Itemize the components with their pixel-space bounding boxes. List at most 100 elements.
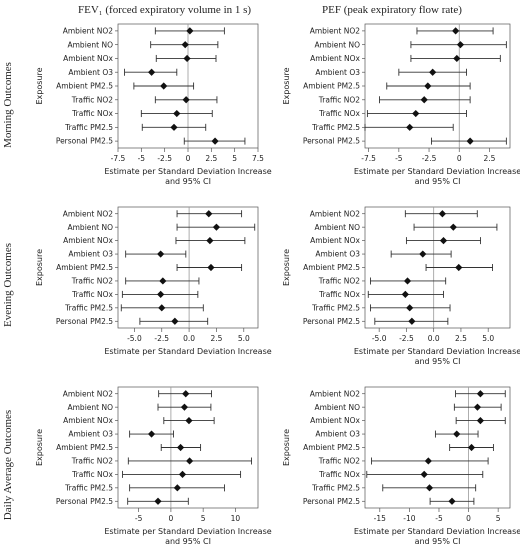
estimate-marker [438, 210, 447, 218]
estimate-marker [185, 417, 193, 425]
x-tick-label: 7.5 [252, 154, 264, 163]
x-tick-label: 5 [496, 514, 501, 523]
estimate-marker [455, 263, 463, 272]
category-label: Ambient NOx [310, 236, 360, 245]
estimate-marker [178, 470, 187, 478]
category-label: Ambient NO [315, 223, 361, 232]
x-tick-label: 0 [169, 514, 174, 523]
y-axis-label: Exposure [35, 429, 44, 466]
category-label: Ambient O3 [315, 430, 360, 439]
estimate-marker [403, 277, 412, 285]
category-label: Ambient PM2.5 [56, 263, 113, 272]
x-tick-label: -15 [374, 514, 386, 523]
x-tick-label: -5.0 [372, 334, 387, 343]
category-label: Traffic NO2 [71, 457, 113, 466]
row-title-daily: Daily Average Outcomes [2, 409, 14, 521]
estimate-marker [182, 390, 190, 398]
category-label: Ambient NO2 [310, 209, 360, 218]
category-label: Ambient NOx [63, 416, 113, 425]
estimate-marker [408, 317, 416, 325]
x-tick-label: 0.0 [183, 334, 195, 343]
estimate-marker [173, 109, 181, 118]
estimate-marker [147, 430, 156, 438]
category-label: Ambient NO [68, 223, 114, 232]
category-label: Ambient PM2.5 [56, 82, 113, 91]
x-tick-label: -2.5 [154, 334, 169, 343]
y-axis-label: Exposure [35, 67, 44, 104]
x-tick-label: -2.5 [422, 154, 437, 163]
estimate-marker [419, 250, 427, 258]
x-tick-label: 5 [201, 514, 206, 523]
estimate-marker [159, 277, 167, 285]
x-tick-label: 0 [186, 154, 191, 163]
column-title-pef: PEF (peak expiratory flow rate) [322, 4, 462, 16]
estimate-marker [466, 137, 474, 145]
category-label: Traffic NO2 [71, 277, 113, 286]
category-label: Ambient NO2 [63, 389, 113, 398]
category-label: Traffic NOx [71, 290, 113, 299]
x-tick-label: -5 [135, 514, 143, 523]
estimate-marker [176, 443, 185, 452]
forest-plot-morning-fev1: -7.5 -5 -2.5 0 2.5 5 7.5 Ambient NO2 Ambient NO A… [35, 23, 272, 186]
estimate-marker [181, 41, 189, 49]
x-tick-label: 0 [466, 514, 471, 523]
category-label: Ambient NO [315, 40, 361, 49]
category-label: Personal PM2.5 [303, 317, 360, 326]
category-label: Ambient NO2 [310, 389, 360, 398]
estimate-marker [171, 317, 179, 325]
category-label: Ambient O3 [315, 68, 360, 77]
category-label: Ambient NOx [310, 54, 360, 63]
estimate-marker [148, 68, 156, 76]
category-label: Personal PM2.5 [303, 497, 360, 506]
estimate-marker [476, 417, 485, 425]
row-title-evening: Evening Outcomes [2, 242, 14, 328]
estimate-marker [476, 390, 485, 398]
category-label: Traffic NO2 [318, 457, 360, 466]
x-tick-label: 0 [457, 154, 462, 163]
category-label: Ambient NO [68, 40, 114, 49]
x-tick-label: -7.5 [111, 154, 126, 163]
estimate-marker [412, 109, 420, 118]
category-label: Ambient NO [68, 403, 114, 412]
category-label: Ambient O3 [68, 68, 113, 77]
category-label: Traffic NOx [71, 470, 113, 479]
y-axis-label: Exposure [282, 249, 291, 286]
category-label: Traffic NO2 [318, 95, 360, 104]
y-axis-label: Exposure [35, 249, 44, 286]
estimate-marker [157, 250, 165, 258]
estimate-marker [448, 497, 456, 505]
estimate-marker [183, 54, 191, 63]
column-title-fev1: FEV₁ (forced expiratory volume in 1 s) [78, 4, 252, 16]
estimate-marker [401, 290, 409, 298]
category-label: Personal PM2.5 [56, 137, 113, 146]
category-label: Ambient O3 [68, 250, 113, 259]
category-label: Traffic PM2.5 [311, 483, 360, 492]
estimate-marker [207, 263, 215, 272]
category-label: Traffic NO2 [318, 277, 360, 286]
category-label: Traffic NOx [318, 109, 360, 118]
category-label: Ambient NO [315, 403, 361, 412]
forest-plot-daily-pef: -15 -10 -5 0 5 Ambient NO2 Ambient NO Ambient N… [282, 386, 520, 546]
category-label: Ambient NO2 [63, 26, 113, 35]
category-label: Personal PM2.5 [56, 497, 113, 506]
x-tick-label: -5 [435, 514, 443, 523]
forest-plot-morning-pef: -7.5 -5 -2.5 0 2.5 Ambient NO2 Ambient NO Ambie… [282, 23, 520, 186]
x-tick-label: 10 [231, 514, 241, 523]
category-label: Ambient NOx [63, 54, 113, 63]
estimate-marker [206, 237, 214, 245]
category-label: Traffic NOx [318, 290, 360, 299]
category-label: Ambient NO2 [310, 26, 360, 35]
estimate-marker [160, 82, 168, 90]
estimate-marker [429, 68, 437, 76]
estimate-marker [456, 41, 465, 49]
x-tick-label: 0.0 [428, 334, 440, 343]
x-tick-label: -7.5 [361, 154, 376, 163]
estimate-marker [170, 123, 178, 131]
y-axis-label: Exposure [282, 429, 291, 466]
x-tick-label: 2.5 [210, 334, 222, 343]
estimate-marker [424, 82, 432, 90]
estimate-marker [453, 430, 461, 438]
x-tick-label: 5 [232, 154, 237, 163]
x-tick-label: -5 [138, 154, 146, 163]
category-label: Ambient PM2.5 [303, 443, 360, 452]
